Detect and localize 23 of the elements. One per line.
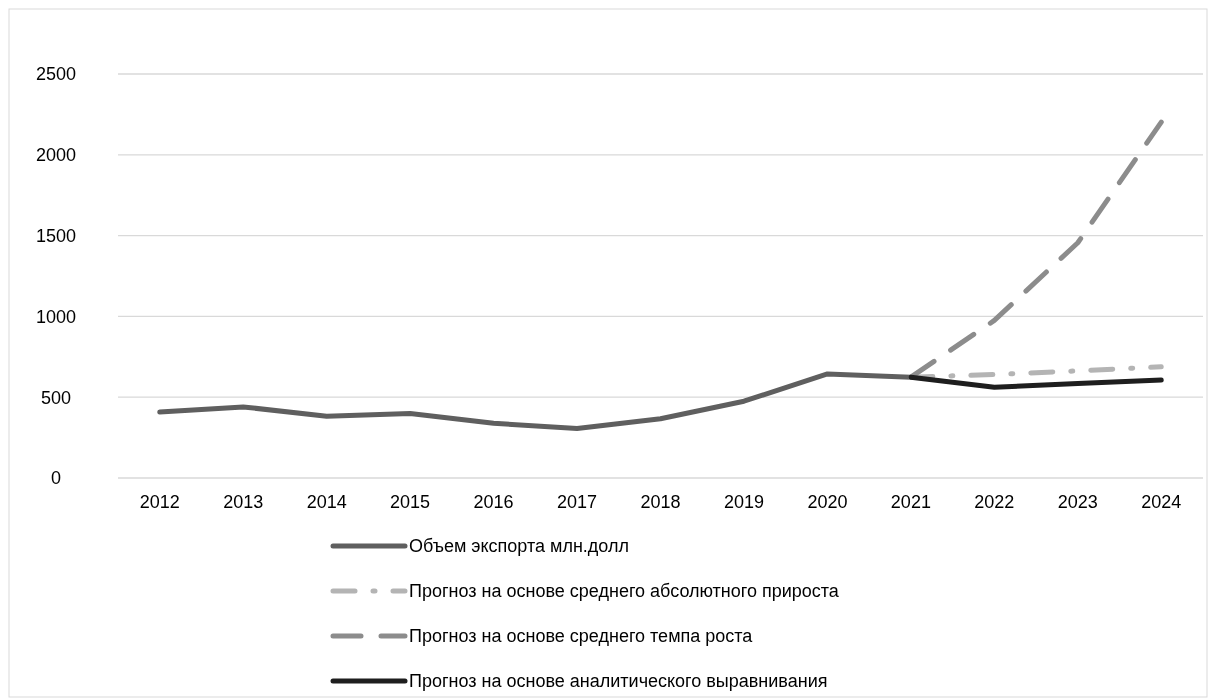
x-tick-label: 2023	[1057, 492, 1098, 512]
x-tick-label: 2018	[640, 492, 681, 512]
y-tick-label: 500	[40, 387, 72, 408]
x-tick-label: 2016	[473, 492, 514, 512]
x-tick-label: 2014	[306, 492, 347, 512]
x-tick-label: 2020	[807, 492, 848, 512]
legend-label: Прогноз на основе среднего темпа роста	[409, 626, 754, 647]
y-tick-label: 2000	[35, 145, 77, 166]
x-tick-label: 2022	[974, 492, 1015, 512]
y-tick-label: 0	[50, 468, 62, 489]
y-tick-label: 1500	[35, 225, 77, 246]
x-tick-label: 2015	[390, 492, 431, 512]
y-tick-label: 2500	[35, 64, 77, 85]
x-tick-label: 2013	[223, 492, 264, 512]
x-tick-label: 2012	[139, 492, 180, 512]
x-tick-label: 2017	[557, 492, 598, 512]
y-tick-label: 1000	[35, 306, 77, 327]
x-tick-label: 2024	[1141, 492, 1182, 512]
x-tick-label: 2019	[723, 492, 764, 512]
x-tick-label: 2021	[890, 492, 931, 512]
legend-label: Объем экспорта млн.долл	[409, 536, 629, 557]
legend-label: Прогноз на основе аналитического выравнивания	[409, 671, 828, 692]
legend-label: Прогноз на основе среднего абсолютного прироста	[409, 581, 840, 602]
